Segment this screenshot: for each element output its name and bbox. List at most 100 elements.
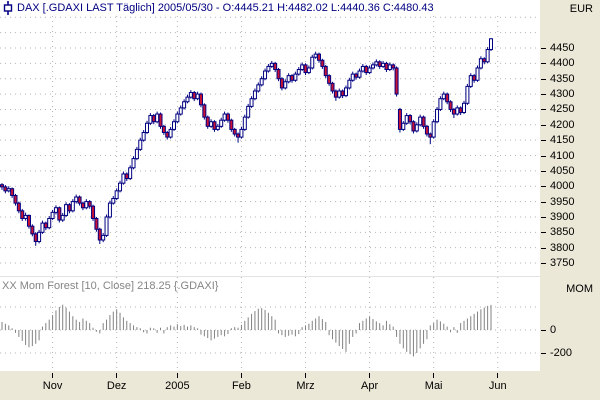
mom-bar xyxy=(92,327,94,330)
mom-bar xyxy=(166,327,168,330)
mom-bar xyxy=(45,323,47,330)
price-tick-label: 4200 xyxy=(550,118,575,131)
candle xyxy=(333,90,338,98)
price-tick-mark xyxy=(541,109,546,111)
mom-bar xyxy=(163,330,165,334)
mom-bar xyxy=(14,330,16,333)
candle xyxy=(488,38,493,51)
mom-bar xyxy=(99,330,101,334)
candle xyxy=(188,92,193,98)
candle xyxy=(101,234,106,241)
mom-bar xyxy=(392,326,394,330)
mom-bar xyxy=(41,326,43,330)
mom-bar xyxy=(119,312,121,330)
price-chart-canvas[interactable] xyxy=(0,16,540,277)
momentum-pane[interactable]: XX Mom Forest [10, Close] 218.25 {.GDAXI… xyxy=(0,277,540,371)
mom-bar xyxy=(102,323,104,330)
candle xyxy=(94,217,99,230)
price-pane[interactable] xyxy=(0,16,540,277)
mom-bar xyxy=(402,330,404,349)
mom-bar xyxy=(257,308,259,330)
momentum-chart-canvas[interactable] xyxy=(0,277,540,371)
time-tick-label: Mrz xyxy=(296,380,315,392)
candle xyxy=(448,101,453,110)
price-tick-label: 4400 xyxy=(550,57,575,70)
candle xyxy=(158,113,163,127)
candle xyxy=(111,198,116,204)
candle xyxy=(340,90,345,97)
mom-bar xyxy=(328,330,330,336)
candle xyxy=(286,75,291,83)
mom-bar xyxy=(483,307,485,330)
price-tick-label: 4350 xyxy=(550,72,575,85)
candle xyxy=(482,58,487,63)
price-tick-mark xyxy=(541,78,546,80)
candle xyxy=(198,93,203,106)
candle xyxy=(225,113,230,121)
candle xyxy=(215,125,220,130)
mom-bar xyxy=(261,308,263,330)
candle xyxy=(10,188,15,196)
mom-bar xyxy=(146,330,148,334)
mom-bar xyxy=(210,330,212,341)
candle xyxy=(91,205,96,219)
mom-bar xyxy=(200,330,202,335)
candle xyxy=(327,75,332,84)
mom-bar xyxy=(406,330,408,352)
candle xyxy=(397,108,402,130)
mom-bar xyxy=(122,317,124,330)
mom-tick-mark xyxy=(541,330,546,331)
candle xyxy=(441,93,446,100)
candle xyxy=(185,96,190,103)
candle xyxy=(80,202,85,209)
candle xyxy=(401,122,406,130)
mom-bar xyxy=(308,323,310,330)
price-tick-mark xyxy=(541,216,546,218)
mom-bar xyxy=(267,312,269,330)
candle xyxy=(47,217,52,229)
time-tick-mark xyxy=(52,373,54,378)
candle xyxy=(13,194,18,204)
time-tick-label: Nov xyxy=(42,380,63,392)
time-tick-mark xyxy=(240,373,242,378)
candle xyxy=(357,70,362,78)
candle xyxy=(33,233,38,243)
candle xyxy=(310,56,315,69)
price-tick-mark xyxy=(541,247,546,249)
candle xyxy=(367,67,372,74)
mom-bar xyxy=(439,321,441,330)
price-tick-mark xyxy=(541,124,546,126)
candle xyxy=(192,92,197,100)
price-tick-mark xyxy=(541,140,546,142)
candle xyxy=(485,49,490,63)
candle xyxy=(178,107,183,115)
candle xyxy=(465,85,470,104)
mom-bar xyxy=(416,330,418,353)
mom-bar xyxy=(207,330,209,339)
mom-bar xyxy=(190,325,192,330)
candle xyxy=(205,116,210,127)
candle xyxy=(182,101,187,109)
price-tick-label: 4050 xyxy=(550,164,575,177)
candle xyxy=(168,128,173,138)
mom-bar xyxy=(28,330,30,348)
mom-bar xyxy=(149,327,151,330)
pin-icon[interactable] xyxy=(2,1,14,15)
candle xyxy=(252,90,257,100)
mom-bar xyxy=(82,318,84,330)
candle xyxy=(53,207,58,213)
candle xyxy=(343,87,348,97)
candle xyxy=(134,148,139,160)
candle xyxy=(323,65,328,77)
mom-bar xyxy=(109,315,111,330)
mom-bar xyxy=(65,307,67,330)
mom-bar xyxy=(129,323,131,330)
mom-bar xyxy=(153,328,155,330)
candle xyxy=(468,75,473,87)
candle xyxy=(97,228,102,241)
mom-bar xyxy=(85,320,87,330)
candle xyxy=(263,70,268,80)
candle xyxy=(435,108,440,123)
mom-bar xyxy=(62,304,64,330)
